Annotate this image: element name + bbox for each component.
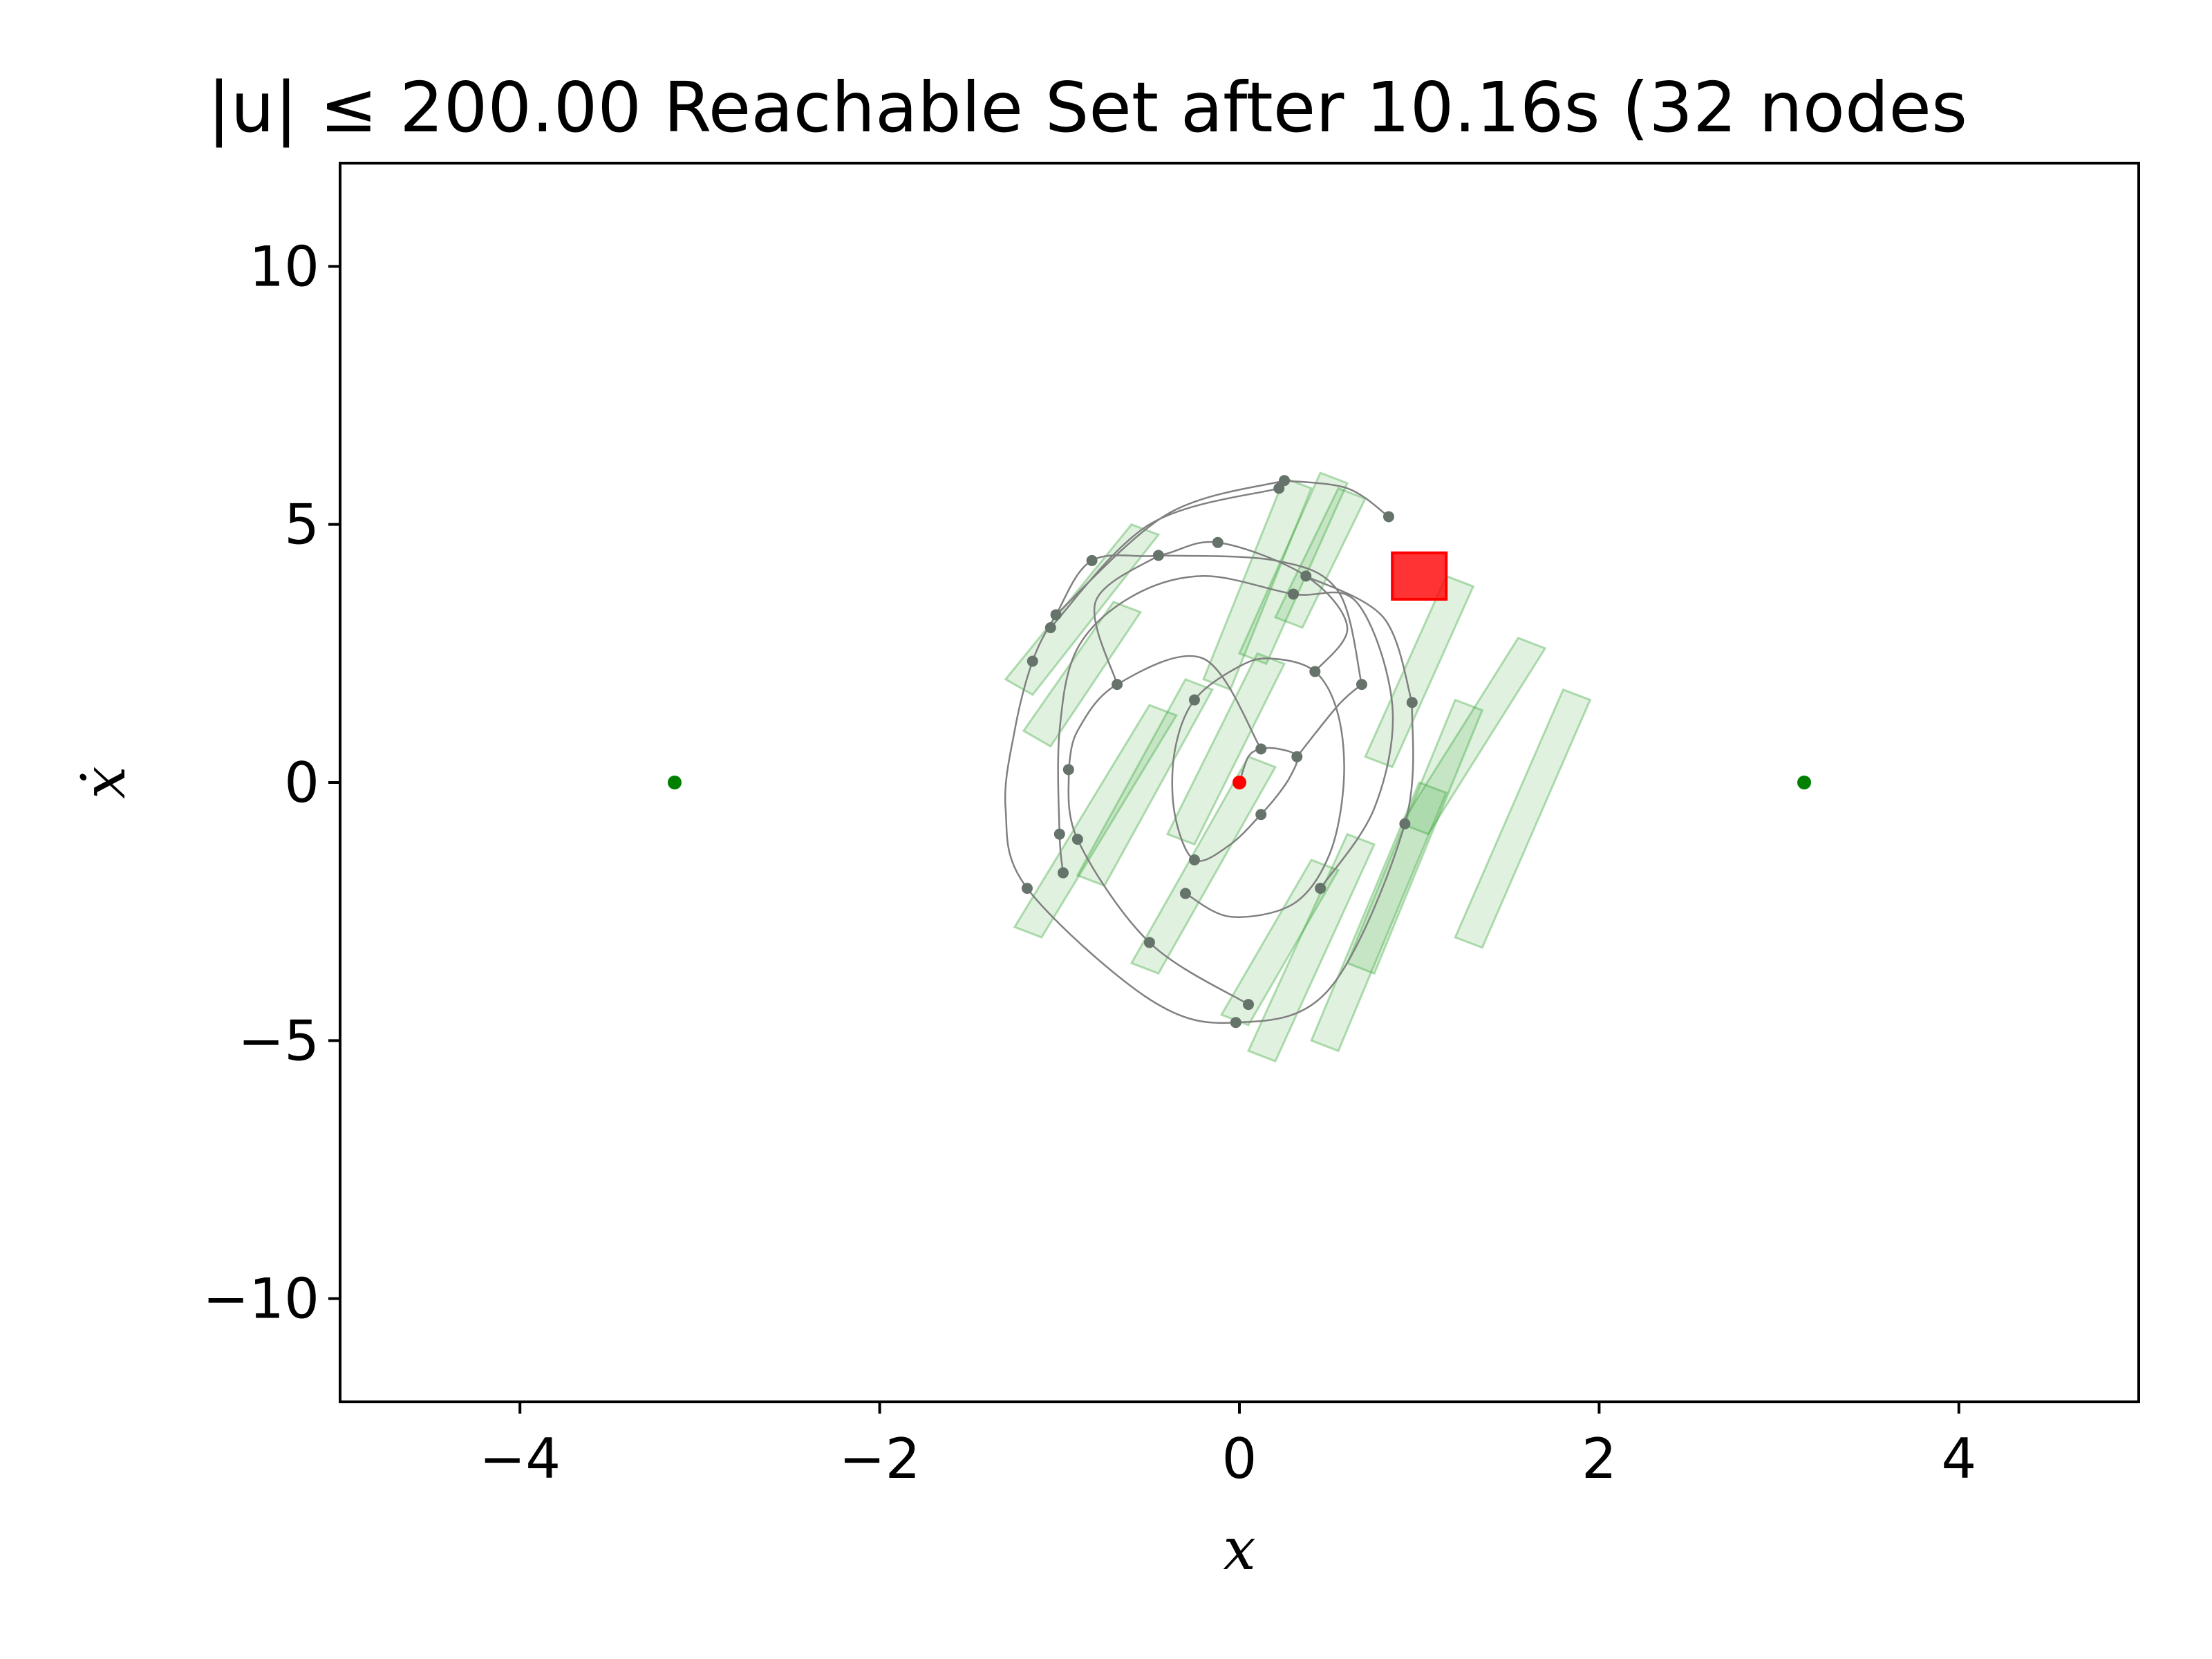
y-tick-label: 5	[284, 493, 319, 557]
y-tick-label: 10	[249, 234, 319, 299]
reachable-set-polygon	[1202, 476, 1313, 691]
tree-node	[1255, 743, 1267, 755]
tree-node	[1279, 475, 1291, 487]
tree-node	[1300, 570, 1312, 582]
tree-node	[1399, 818, 1411, 830]
x-tick-label: 0	[1222, 1427, 1257, 1491]
reachable-set-polygon	[1399, 637, 1547, 836]
trajectory-line	[1158, 554, 1363, 685]
tree-node	[1230, 1017, 1241, 1029]
tree-node	[1255, 809, 1267, 821]
trajectory-line	[1238, 747, 1299, 816]
reachable-set-polygon	[1022, 600, 1143, 748]
y-tick-label: 0	[284, 751, 319, 815]
tree-node	[1086, 554, 1098, 566]
tree-node	[1143, 937, 1155, 948]
tree-node	[1044, 622, 1056, 633]
start-point	[1232, 776, 1246, 789]
tree-node	[1288, 588, 1300, 600]
trajectory-line	[1305, 575, 1413, 703]
x-axis-label: x	[1223, 1515, 1255, 1583]
tree-node	[1315, 883, 1327, 894]
tree-node	[1027, 655, 1038, 667]
tree-node	[1179, 888, 1191, 899]
trajectory-line	[1049, 487, 1280, 628]
tree-node	[1382, 511, 1394, 523]
tree-node	[1058, 867, 1069, 879]
trajectory-line	[1171, 657, 1345, 918]
y-tick-label: −5	[238, 1009, 319, 1073]
tree-node	[1356, 679, 1367, 691]
reachable-set-polygon	[1130, 755, 1277, 975]
y-axis-label: ẋ	[71, 766, 138, 798]
reachable-set-polygon	[1246, 832, 1376, 1063]
trajectory-line	[1284, 479, 1389, 518]
tree-node	[1112, 679, 1123, 691]
trajectory-line	[1093, 554, 1159, 685]
tree-node	[1071, 834, 1083, 845]
tree-node	[1050, 609, 1062, 621]
y-tick-label: −10	[203, 1267, 319, 1331]
plot-inner	[667, 471, 1812, 1063]
chart-title: |u| ≤ 200.00 Reachable Set after 10.16s …	[207, 67, 1967, 148]
trajectory-line	[1055, 479, 1285, 616]
x-tick-label: −2	[839, 1427, 921, 1491]
tree-node	[1273, 482, 1285, 494]
tree-node	[1188, 694, 1200, 706]
tree-node	[1152, 550, 1164, 561]
y-axis: 10 5 0 −5 −10	[203, 234, 340, 1331]
x-tick-label: −4	[479, 1427, 561, 1491]
tree-node	[1062, 764, 1074, 776]
x-tick-label: 2	[1582, 1427, 1617, 1491]
equilibrium-point	[1797, 776, 1812, 789]
trajectory-line	[1004, 541, 1414, 1024]
trajectory-line	[1067, 769, 1249, 1006]
trajectory-line	[1296, 684, 1362, 758]
goal-region	[1391, 551, 1448, 601]
equilibrium-point	[667, 776, 682, 789]
tree-node	[1243, 999, 1255, 1011]
trajectory-line	[1067, 655, 1262, 770]
tree-node	[1291, 751, 1303, 762]
reachable-set-polygon	[1454, 688, 1592, 949]
tree-node	[1309, 666, 1321, 677]
tree-node	[1021, 883, 1033, 894]
trajectory-line	[1057, 575, 1394, 889]
reachable-set-polygon	[1165, 652, 1286, 846]
plot-area	[339, 162, 2140, 1403]
x-tick-label: 4	[1941, 1427, 1976, 1491]
reachable-set-polygon	[1346, 698, 1484, 975]
tree-node	[1212, 536, 1224, 548]
tree-node	[1188, 854, 1200, 865]
tree-node	[1053, 828, 1065, 840]
reachable-set-polygon	[1013, 704, 1179, 939]
tree-node	[1406, 697, 1418, 709]
reachable-set-polygon	[1310, 781, 1448, 1053]
x-axis: −4 −2 0 2 4	[479, 1402, 1976, 1491]
